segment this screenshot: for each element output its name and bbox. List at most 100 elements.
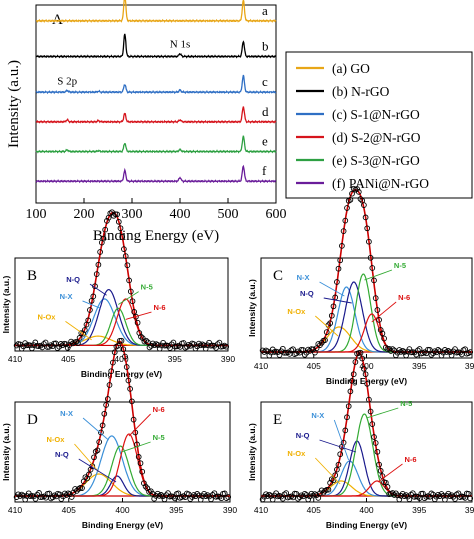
x-tick-label: 390 (465, 361, 474, 371)
data-point-4 (20, 343, 27, 350)
data-point-46 (337, 257, 344, 264)
data-point-31 (66, 342, 73, 348)
label-leader-n-x (82, 417, 109, 441)
data-point-0 (13, 494, 20, 500)
label-leader-n-6 (377, 463, 403, 483)
data-point-59 (359, 355, 366, 362)
data-point-42 (86, 471, 92, 478)
data-point-13 (281, 349, 288, 356)
data-point-36 (320, 489, 327, 496)
data-point-57 (110, 212, 117, 219)
data-point-58 (357, 196, 364, 202)
data-point-72 (137, 460, 144, 467)
data-point-72 (381, 335, 387, 342)
component-n-6 (261, 313, 472, 353)
data-point-64 (123, 364, 130, 370)
data-point-61 (118, 337, 125, 344)
data-point-30 (310, 346, 317, 353)
data-point-91 (170, 493, 176, 500)
data-point-55 (108, 368, 115, 375)
data-point-4 (266, 352, 273, 359)
data-point-47 (94, 447, 101, 454)
data-point-88 (165, 490, 171, 496)
data-point-27 (60, 493, 66, 500)
component-n-x (261, 286, 472, 353)
data-point-9 (274, 349, 281, 356)
label-leader-n-6 (128, 413, 151, 437)
component-n-5 (15, 445, 230, 497)
series-letter-b: b (262, 38, 269, 53)
data-point-24 (54, 345, 61, 351)
data-point-45 (90, 293, 97, 300)
data-point-64 (367, 254, 374, 261)
data-point-53 (349, 378, 355, 384)
x-tick-label: 200 (74, 207, 95, 222)
data-point-14 (37, 342, 44, 349)
legend-frame (285, 51, 473, 199)
plot-frame (35, 4, 277, 204)
panel-d-n1s: D N-X N-Ox N-Q N-6 N-5 410 405 400 395 390 Binding … (1, 337, 237, 530)
component-n-x (15, 435, 230, 497)
label-leader-n-q (78, 458, 117, 483)
data-point-52 (103, 402, 109, 408)
data-point-48 (96, 439, 103, 445)
data-point-52 (347, 196, 354, 203)
data-point-42 (330, 303, 337, 310)
x-tick-label: 400 (114, 354, 128, 364)
data-point-62 (364, 225, 371, 232)
x-tick-label: 410 (254, 505, 268, 515)
x-axis-title: Binding Energy (eV) (81, 369, 162, 379)
x-axis-title: Binding Energy (eV) (93, 228, 219, 244)
series-line-a (35, 0, 277, 23)
data-point-73 (382, 344, 389, 351)
data-point-49 (98, 429, 104, 436)
data-point-1 (15, 491, 22, 498)
data-point-123 (467, 349, 474, 355)
data-point-3 (264, 493, 271, 499)
label-leader-n-ox (74, 443, 100, 473)
data-point-98 (180, 340, 187, 346)
data-point-106 (438, 352, 445, 359)
fit-envelope (15, 340, 230, 497)
x-tick-label: 400 (359, 361, 373, 371)
data-point-105 (194, 491, 201, 497)
data-point-50 (344, 205, 350, 211)
data-point-114 (452, 346, 458, 352)
data-point-74 (141, 480, 147, 487)
data-point-60 (115, 218, 122, 225)
x-tick-label: 400 (115, 505, 129, 515)
data-point-121 (221, 490, 228, 497)
data-point-59 (115, 342, 121, 349)
data-point-123 (467, 495, 474, 502)
data-point-76 (143, 337, 149, 344)
series-letter-e: e (262, 134, 268, 149)
component-label-n-ox: N-Ox (287, 307, 306, 316)
data-point-119 (460, 493, 467, 500)
component-label-n-x: N-X (311, 411, 324, 420)
data-point-60 (116, 337, 123, 344)
data-point-99 (426, 346, 433, 353)
data-point-30 (310, 492, 317, 499)
component-label-n-x: N-X (60, 409, 73, 418)
x-tick-label: 410 (254, 361, 268, 371)
data-point-39 (325, 486, 332, 493)
x-tick-label: 100 (26, 207, 47, 222)
data-point-71 (135, 454, 142, 460)
label-leader-n-5 (364, 269, 393, 281)
data-point-123 (225, 494, 232, 500)
data-point-92 (415, 493, 421, 500)
legend-entry-a: (a) GO (332, 61, 370, 76)
data-point-98 (425, 346, 431, 353)
series-line-f (35, 164, 277, 184)
data-point-75 (142, 483, 149, 490)
data-point-46 (337, 451, 344, 458)
data-point-29 (63, 492, 70, 498)
label-leader-n-x (319, 281, 345, 297)
data-point-63 (121, 246, 127, 252)
data-point-84 (401, 349, 408, 355)
label-leader-n-6 (125, 311, 152, 320)
component-label-n-q: N-Q (66, 275, 80, 284)
data-point-69 (376, 317, 382, 323)
data-point-1 (261, 349, 268, 355)
data-point-61 (117, 225, 124, 232)
